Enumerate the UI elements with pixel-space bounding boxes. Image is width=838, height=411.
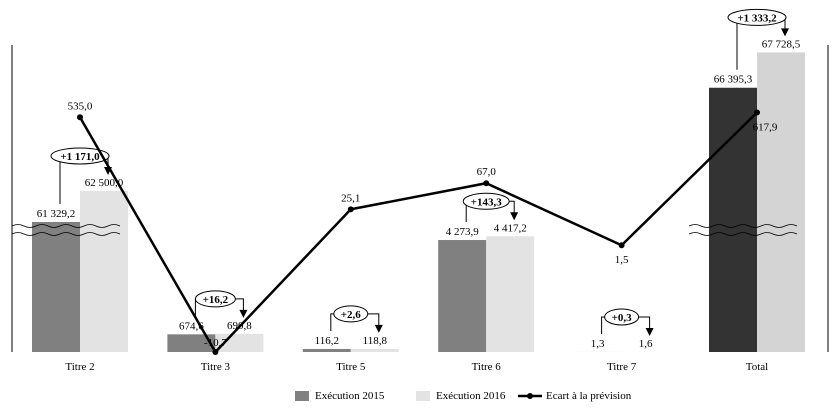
x-tick-label: Total xyxy=(746,361,768,373)
legend-label: Exécution 2015 xyxy=(315,390,385,402)
delta-arrow-icon xyxy=(781,28,789,37)
line-point xyxy=(212,349,219,355)
legend-item-2016: Exécution 2016 xyxy=(416,390,505,402)
bar-label-2015: 1,3 xyxy=(591,338,605,350)
bar-label-2016: 4 417,2 xyxy=(494,222,527,234)
legend-label: Ecart à la prévision xyxy=(546,390,632,402)
bar-label-2015: 66 395,3 xyxy=(714,74,753,86)
bar-label-2016: 118,8 xyxy=(363,335,388,347)
axis-break-mark xyxy=(11,224,121,228)
x-tick-label: Titre 3 xyxy=(201,361,231,373)
legend-label: Exécution 2016 xyxy=(436,390,506,402)
bar-2016 xyxy=(80,190,128,352)
delta-bubble xyxy=(333,305,369,323)
line-label: 535,0 xyxy=(68,100,93,112)
delta-arrow-icon xyxy=(374,324,383,333)
bar-label-2015: 61 329,2 xyxy=(37,208,76,220)
delta-label: +1 171,0 xyxy=(60,151,100,163)
line-label: -10,7 xyxy=(204,337,227,349)
line-label: 1,5 xyxy=(615,254,629,266)
legend-item-2015: Exécution 2015 xyxy=(295,390,384,402)
line-label: 67,0 xyxy=(477,166,497,178)
bar-label-2015: 4 273,9 xyxy=(446,226,480,238)
line-label: 25,1 xyxy=(341,192,360,204)
delta-label: +16,2 xyxy=(203,294,229,306)
bar-label-2016: 67 728,5 xyxy=(762,38,801,50)
x-tick-label: Titre 2 xyxy=(65,361,94,373)
bar-2015 xyxy=(302,348,351,352)
axis-break-mark xyxy=(11,232,121,236)
delta-label: +143,3 xyxy=(471,196,503,208)
line-ecart xyxy=(78,111,758,355)
bar-2016 xyxy=(350,348,399,352)
delta-label: +0,3 xyxy=(612,312,633,324)
bar-2016 xyxy=(486,236,535,352)
delta-bubble xyxy=(50,147,110,165)
delta-arrow-icon xyxy=(239,309,248,318)
delta-bubble xyxy=(462,192,510,210)
x-tick-label: Titre 7 xyxy=(607,361,637,373)
legend-line-icon xyxy=(518,393,542,399)
legend-item-ecart: Ecart à la prévision xyxy=(518,390,631,402)
delta-arrow-icon xyxy=(645,327,654,336)
x-tick-label: Titre 5 xyxy=(336,361,366,373)
bar-label-2016: 62 500,0 xyxy=(85,177,124,189)
legend-swatch xyxy=(295,391,309,401)
bar-2015 xyxy=(709,87,757,352)
line-point xyxy=(77,114,83,121)
bar-2016 xyxy=(757,52,805,352)
bar-label-2016: 1,6 xyxy=(639,338,653,350)
delta-bubble xyxy=(194,290,236,308)
axis-break-mark xyxy=(688,232,798,236)
x-tick-label: Titre 6 xyxy=(472,361,502,373)
delta-label: +2,6 xyxy=(341,309,362,321)
line-point xyxy=(618,242,625,249)
delta-arrow-icon xyxy=(510,212,519,221)
bar-2015 xyxy=(438,240,487,352)
delta-bubble xyxy=(604,308,640,326)
line-point xyxy=(483,180,490,187)
bar-2015 xyxy=(32,222,80,352)
delta-label: +1 333,2 xyxy=(737,12,777,24)
legend-swatch xyxy=(416,391,430,401)
axis-break-mark xyxy=(688,224,798,228)
line-point xyxy=(754,109,760,116)
bar-2015 xyxy=(167,334,216,352)
line-point xyxy=(347,206,354,213)
bar-label-2015: 116,2 xyxy=(315,335,339,347)
line-label: 617,9 xyxy=(753,122,778,134)
delta-bubble xyxy=(727,8,787,26)
